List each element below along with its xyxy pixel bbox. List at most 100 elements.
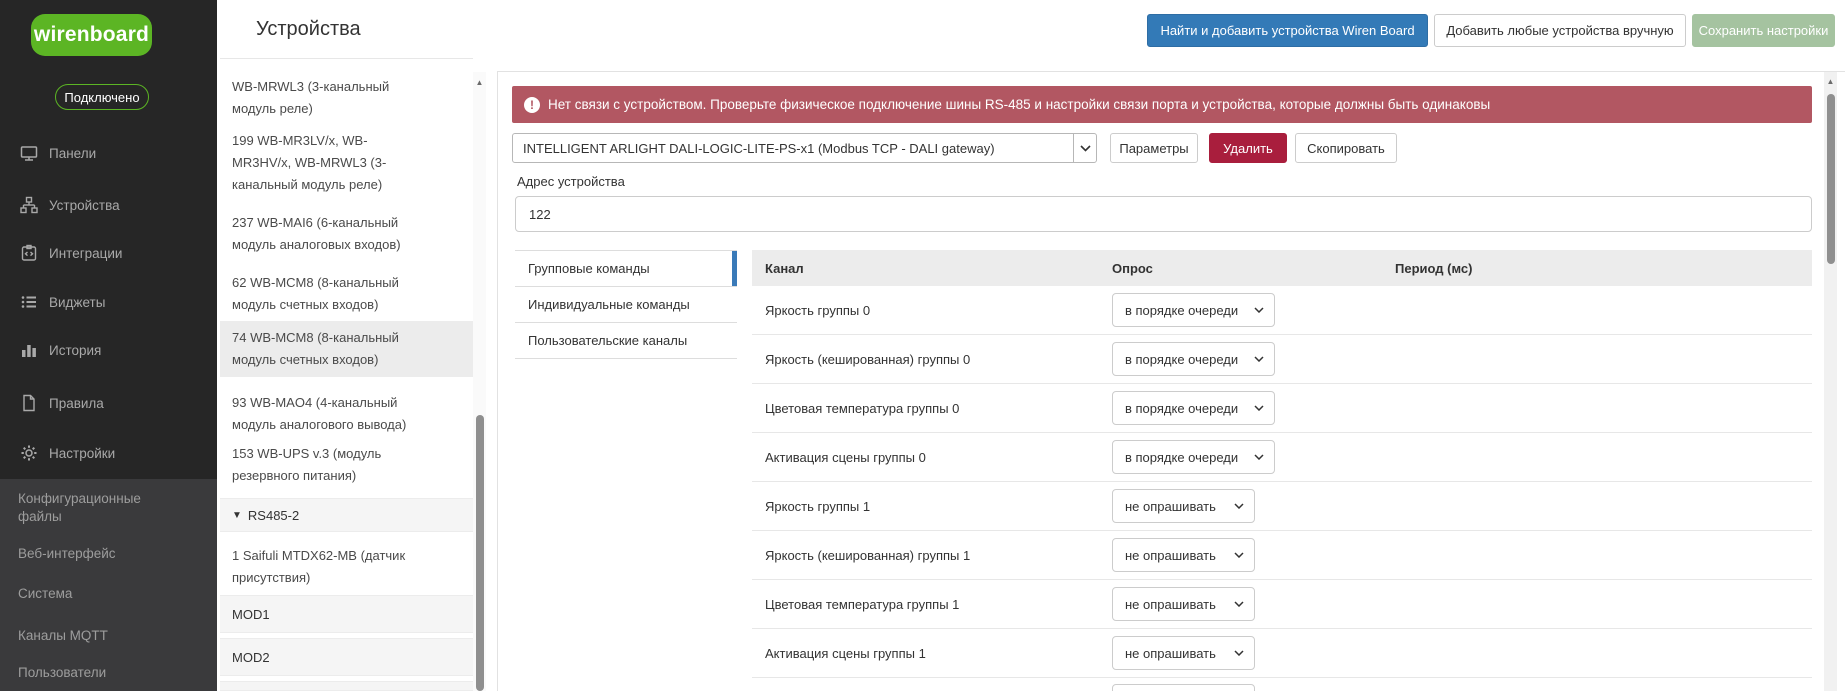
submenu-item-system[interactable]: Система (18, 586, 73, 601)
channel-row-partial (752, 678, 1812, 691)
device-list-scrollbar-thumb[interactable] (475, 415, 484, 691)
poll-select[interactable]: в порядке очереди (1112, 391, 1275, 425)
sidebar-item-panels[interactable]: Панели (0, 136, 217, 170)
chevron-down-icon (1234, 650, 1244, 656)
column-header-period: Период (мс) (1395, 260, 1473, 276)
submenu-item-users[interactable]: Пользователи (18, 665, 107, 680)
sidebar-item-devices[interactable]: Устройства (0, 188, 217, 222)
add-manual-button[interactable]: Добавить любые устройства вручную (1434, 14, 1686, 47)
exclamation-circle-icon: ! (524, 96, 540, 113)
sidebar: wirenboard Подключено Панели Устройства … (0, 0, 217, 691)
page-title: Устройства (256, 18, 361, 40)
alert-text: Нет связи с устройством. Проверьте физич… (548, 97, 1491, 112)
settings-gear-icon (20, 444, 38, 462)
device-label: WB-MRWL3 (3-канальный модуль реле) (232, 79, 390, 116)
find-devices-button[interactable]: Найти и добавить устройства Wiren Board (1147, 14, 1428, 47)
device-list-item[interactable]: WB-MRWL3 (3-канальный модуль реле) (220, 70, 473, 126)
sidebar-item-label: Настройки (49, 445, 116, 461)
scroll-up-icon[interactable]: ▲ (475, 78, 484, 87)
monitor-icon (20, 144, 38, 162)
tab-user-channels[interactable]: Пользовательские каналы (515, 323, 737, 359)
tab-group-commands[interactable]: Групповые команды (515, 251, 737, 287)
address-input[interactable]: 122 (515, 196, 1812, 232)
device-list-item[interactable]: 199 WB-MR3LV/x, WB-MR3HV/x, WB-MRWL3 (3-… (220, 124, 473, 202)
device-type-select[interactable]: INTELLIGENT ARLIGHT DALI-LOGIC-LITE-PS-x… (512, 133, 1097, 163)
channel-row: Яркость (кешированная) группы 0 в порядк… (752, 335, 1812, 384)
poll-select[interactable]: в порядке очереди (1112, 293, 1275, 327)
device-list-item[interactable]: 153 WB-UPS v.3 (модуль резервного питани… (220, 437, 473, 493)
port-group-mod1[interactable]: MOD1 (220, 595, 473, 633)
sidebar-item-settings[interactable]: Настройки (0, 436, 217, 470)
submenu-item-web-interface[interactable]: Веб-интерфейс (18, 546, 116, 561)
chevron-down-icon (1074, 144, 1096, 152)
poll-value: не опрашивать (1125, 498, 1216, 514)
sidebar-item-widgets[interactable]: Виджеты (0, 285, 217, 319)
window-scrollbar: ▲ (1824, 72, 1837, 691)
channel-name: Цветовая температура группы 1 (765, 597, 960, 612)
chevron-down-icon (1254, 405, 1264, 411)
column-header-poll: Опрос (1112, 260, 1153, 276)
sidebar-item-history[interactable]: История (0, 333, 217, 367)
select-divider (1073, 134, 1074, 162)
chevron-down-icon (1234, 601, 1244, 607)
port-group-rs485-2[interactable]: ▼ RS485-2 (220, 498, 473, 532)
group-label: MOD2 (232, 649, 270, 665)
poll-select[interactable]: не опрашивать (1112, 489, 1255, 523)
rules-file-icon (20, 394, 38, 412)
top-header: Устройства Найти и добавить устройства W… (217, 0, 1845, 71)
poll-select[interactable] (1112, 684, 1255, 691)
tab-label: Групповые команды (528, 261, 650, 276)
device-list-scrollbar: ▲ (473, 72, 486, 691)
poll-value: в порядке очереди (1125, 449, 1239, 465)
poll-select[interactable]: не опрашивать (1112, 636, 1255, 670)
channel-name: Активация сцены группы 1 (765, 646, 926, 661)
channel-row: Цветовая температура группы 0 в порядке … (752, 384, 1812, 433)
device-label: 199 WB-MR3LV/x, WB-MR3HV/x, WB-MRWL3 (3-… (232, 133, 387, 192)
save-settings-button[interactable]: Сохранить настройки (1692, 14, 1835, 47)
tab-label: Индивидуальные команды (528, 297, 690, 312)
poll-value: не опрашивать (1125, 596, 1216, 612)
poll-select[interactable]: в порядке очереди (1112, 440, 1275, 474)
poll-value: не опрашивать (1125, 547, 1216, 563)
device-label: 74 WB-MCM8 (8-канальный модуль счетных в… (232, 330, 399, 367)
sidebar-item-rules[interactable]: Правила (0, 386, 217, 420)
device-list-item[interactable]: 93 WB-MAO4 (4-канальный модуль аналогово… (220, 386, 473, 442)
submenu-item-mqtt-channels[interactable]: Каналы MQTT (18, 628, 108, 643)
submenu-item-config-files[interactable]: Конфигурационные файлы (18, 491, 141, 524)
channel-row: Активация сцены группы 0 в порядке очере… (752, 433, 1812, 482)
delete-button[interactable]: Удалить (1209, 133, 1287, 163)
poll-select[interactable]: не опрашивать (1112, 538, 1255, 572)
sidebar-item-label: Панели (49, 145, 97, 161)
poll-value: в порядке очереди (1125, 400, 1239, 416)
sidebar-item-label: Виджеты (49, 294, 106, 310)
command-tabs: Групповые команды Индивидуальные команды… (515, 250, 737, 359)
port-group-mod2[interactable]: MOD2 (220, 638, 473, 676)
copy-button[interactable]: Скопировать (1295, 133, 1397, 163)
connection-status-badge: Подключено (55, 84, 149, 110)
scroll-up-icon[interactable]: ▲ (1826, 77, 1835, 86)
sidebar-item-integrations[interactable]: Интеграции (0, 236, 217, 270)
channel-row: Цветовая температура группы 1 не опрашив… (752, 580, 1812, 629)
tab-individual-commands[interactable]: Индивидуальные команды (515, 287, 737, 323)
sidebar-item-label: Устройства (49, 197, 120, 213)
no-connection-alert: ! Нет связи с устройством. Проверьте физ… (512, 86, 1812, 123)
device-list-item[interactable]: 237 WB-MAI6 (6-канальный модуль аналогов… (220, 206, 473, 262)
device-label: 153 WB-UPS v.3 (модуль резервного питани… (232, 446, 382, 483)
group-label: RS485-2 (247, 507, 300, 523)
port-group-partial[interactable] (220, 681, 473, 691)
poll-select[interactable]: не опрашивать (1112, 587, 1255, 621)
window-scrollbar-thumb[interactable] (1826, 94, 1835, 264)
device-list-item[interactable]: 1 Saifuli MTDX62-MB (датчик присутствия) (220, 539, 473, 595)
channel-name: Яркость (кешированная) группы 1 (765, 548, 971, 563)
channel-row: Яркость группы 0 в порядке очереди (752, 286, 1812, 335)
sidebar-item-label: История (49, 342, 102, 358)
parameters-button[interactable]: Параметры (1110, 133, 1198, 163)
device-label: 93 WB-MAO4 (4-канальный модуль аналогово… (232, 395, 407, 432)
device-list-item[interactable]: 62 WB-MCM8 (8-канальный модуль счетных в… (220, 266, 473, 322)
channel-name: Яркость группы 1 (765, 499, 871, 514)
poll-value: в порядке очереди (1125, 302, 1239, 318)
device-list-item-selected[interactable]: 74 WB-MCM8 (8-канальный модуль счетных в… (220, 321, 473, 377)
channel-name: Яркость (кешированная) группы 0 (765, 352, 971, 367)
poll-select[interactable]: в порядке очереди (1112, 342, 1275, 376)
